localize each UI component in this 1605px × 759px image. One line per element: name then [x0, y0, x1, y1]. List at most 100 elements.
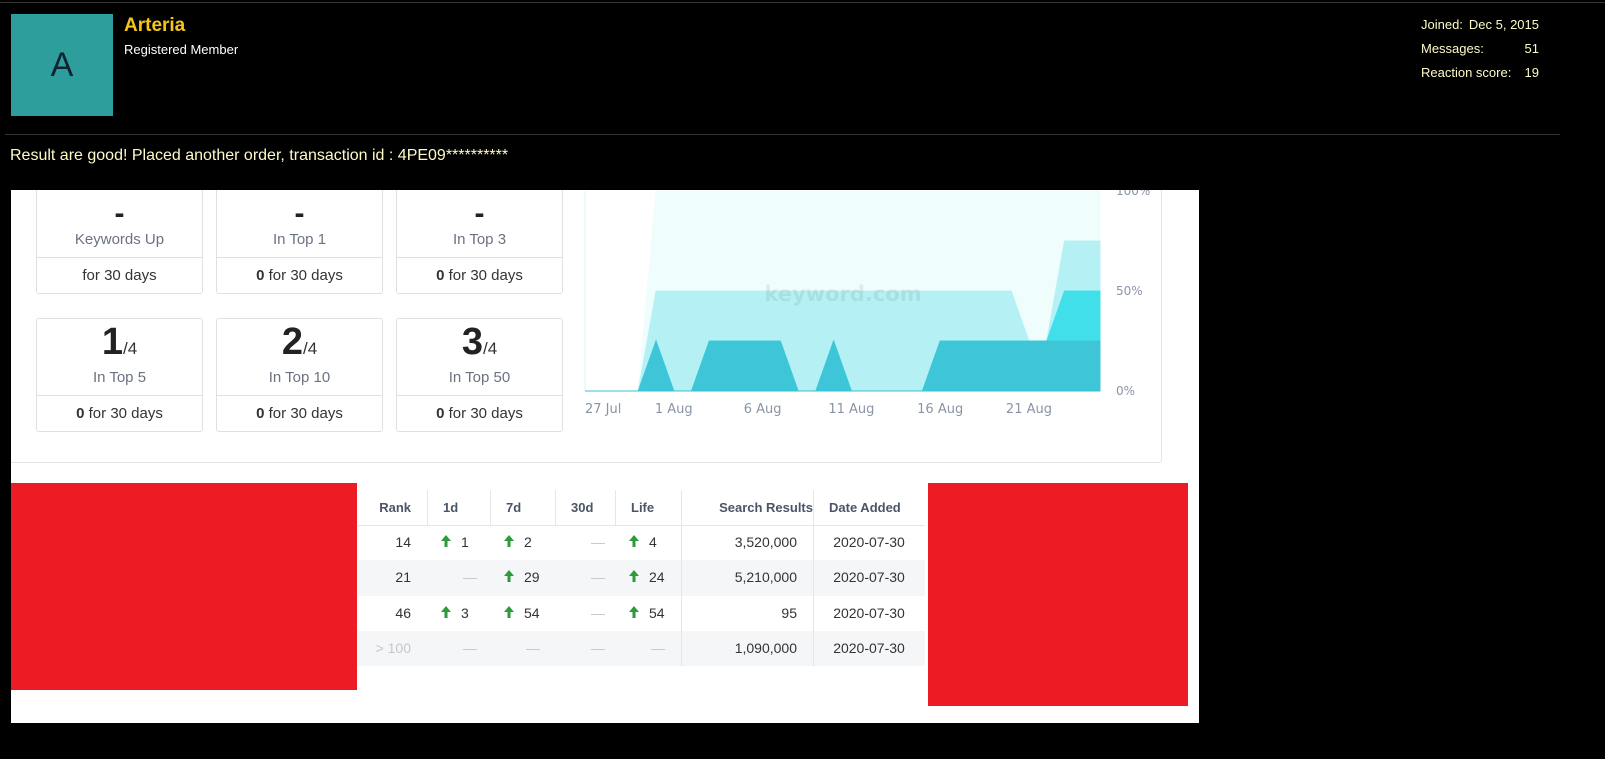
- table-cell: 2020-07-30: [813, 640, 925, 656]
- row-bg: [358, 560, 925, 596]
- column-header: Date Added: [829, 500, 901, 515]
- cell-text: —: [591, 605, 605, 621]
- card-value: -: [114, 197, 125, 230]
- up-arrow: [504, 534, 516, 550]
- stat-label: Joined:: [1421, 17, 1463, 32]
- card-value: 3: [461, 321, 483, 363]
- up-arrow: [629, 605, 641, 621]
- card-label: In Top 10: [268, 369, 331, 386]
- cell-text: —: [591, 534, 605, 550]
- column-rule: [813, 490, 814, 666]
- column-header: 1d: [443, 500, 459, 515]
- cell-text: 2: [524, 534, 532, 550]
- avatar: A: [11, 14, 113, 116]
- y-tick-label: 50%: [1116, 284, 1143, 298]
- redaction: [928, 483, 1188, 706]
- card-change: 0: [76, 405, 85, 422]
- redaction: [11, 483, 357, 690]
- user-role: Registered Member: [124, 42, 239, 57]
- table-cell: 1,090,000: [681, 640, 797, 656]
- y-tick-label: 0%: [1116, 384, 1135, 398]
- table-cell: 95: [681, 605, 797, 621]
- card-period: for 30 days: [268, 405, 343, 422]
- table-cell: 3: [427, 605, 488, 621]
- table-cell: 14: [358, 534, 411, 550]
- card-divider: [397, 395, 562, 396]
- cell-text: 1,090,000: [734, 640, 797, 656]
- card-total: /4: [482, 339, 498, 358]
- column-rule: [555, 490, 556, 525]
- table-cell: —: [427, 569, 510, 585]
- table-cell: 54: [490, 605, 553, 621]
- card-period-line: 0 for 30 days: [397, 267, 562, 284]
- table-cell: 2020-07-30: [813, 605, 925, 621]
- cell-text: 54: [524, 605, 540, 621]
- avatar-letter: A: [50, 45, 74, 84]
- cell-text: 2020-07-30: [833, 605, 905, 621]
- cell-text: 4: [649, 534, 657, 550]
- card-total: /4: [122, 339, 138, 358]
- card-change: 0: [436, 267, 445, 284]
- table-cell: 2020-07-30: [813, 569, 925, 585]
- cell-text: —: [526, 640, 540, 656]
- card-divider: [217, 395, 382, 396]
- stat-card: - In Top 1 0 for 30 days: [216, 190, 383, 294]
- x-tick-label: 21 Aug: [1006, 402, 1052, 417]
- cell-text: —: [463, 640, 477, 656]
- cell-text: 5,210,000: [734, 569, 797, 585]
- card-value: -: [474, 197, 485, 230]
- card-value: 1: [101, 321, 123, 363]
- stat-label: Reaction score:: [1421, 65, 1512, 80]
- x-tick-label: 11 Aug: [828, 402, 874, 417]
- table-cell: 46: [358, 605, 411, 621]
- cell-text: 2020-07-30: [833, 534, 905, 550]
- card-period: for 30 days: [88, 405, 163, 422]
- column-rule: [427, 490, 428, 525]
- cell-text: 3,520,000: [734, 534, 797, 550]
- card-period-line: 0 for 30 days: [37, 405, 202, 422]
- panel-border-right: [1161, 190, 1162, 462]
- card-label: In Top 5: [92, 369, 147, 386]
- card-divider: [217, 257, 382, 258]
- table-cell: 1: [427, 534, 488, 550]
- card-period: for 30 days: [268, 267, 343, 284]
- card-change: 0: [256, 405, 265, 422]
- cell-text: > 100: [375, 640, 411, 656]
- up-arrow: [629, 534, 641, 550]
- table-cell: 5,210,000: [681, 569, 797, 585]
- column-rule: [615, 490, 616, 525]
- table-cell: 21: [358, 569, 411, 585]
- column-header: Search Results: [719, 500, 813, 515]
- user-name[interactable]: Arteria: [124, 15, 186, 36]
- card-label: In Top 3: [452, 231, 507, 248]
- card-value-line: -: [217, 197, 382, 231]
- cell-text: 2020-07-30: [833, 569, 905, 585]
- card-value: 2: [281, 321, 303, 363]
- separator: [5, 134, 1560, 135]
- up-arrow: [504, 605, 516, 621]
- up-arrow: [441, 605, 453, 621]
- stat-card: 1/4 In Top 5 0 for 30 days: [36, 318, 203, 432]
- table-cell: 24: [615, 569, 679, 585]
- up-arrow: [629, 569, 641, 585]
- card-label: In Top 1: [272, 231, 327, 248]
- cell-text: 24: [649, 569, 665, 585]
- x-tick-label: 16 Aug: [917, 402, 963, 417]
- table-cell: 2020-07-30: [813, 534, 925, 550]
- card-period-line: 0 for 30 days: [217, 267, 382, 284]
- table-cell: —: [555, 640, 635, 656]
- card-period-line: for 30 days: [37, 267, 202, 284]
- cell-text: —: [651, 640, 665, 656]
- cell-text: 95: [781, 605, 797, 621]
- watermark: keyword.com: [764, 282, 921, 306]
- panel-border-bottom: [11, 462, 1161, 463]
- stat-value: Dec 5, 2015: [1468, 17, 1539, 32]
- chart: 27 Jul 1 Aug 6 Aug 11 Aug 16 Aug 21 Aug 0% 50% 1…: [584, 190, 1150, 417]
- card-label: Keywords Up: [74, 231, 165, 248]
- table-cell: > 100: [358, 640, 411, 656]
- x-tick-label: 1 Aug: [655, 402, 693, 417]
- table-cell: 3,520,000: [681, 534, 797, 550]
- cell-text: —: [591, 640, 605, 656]
